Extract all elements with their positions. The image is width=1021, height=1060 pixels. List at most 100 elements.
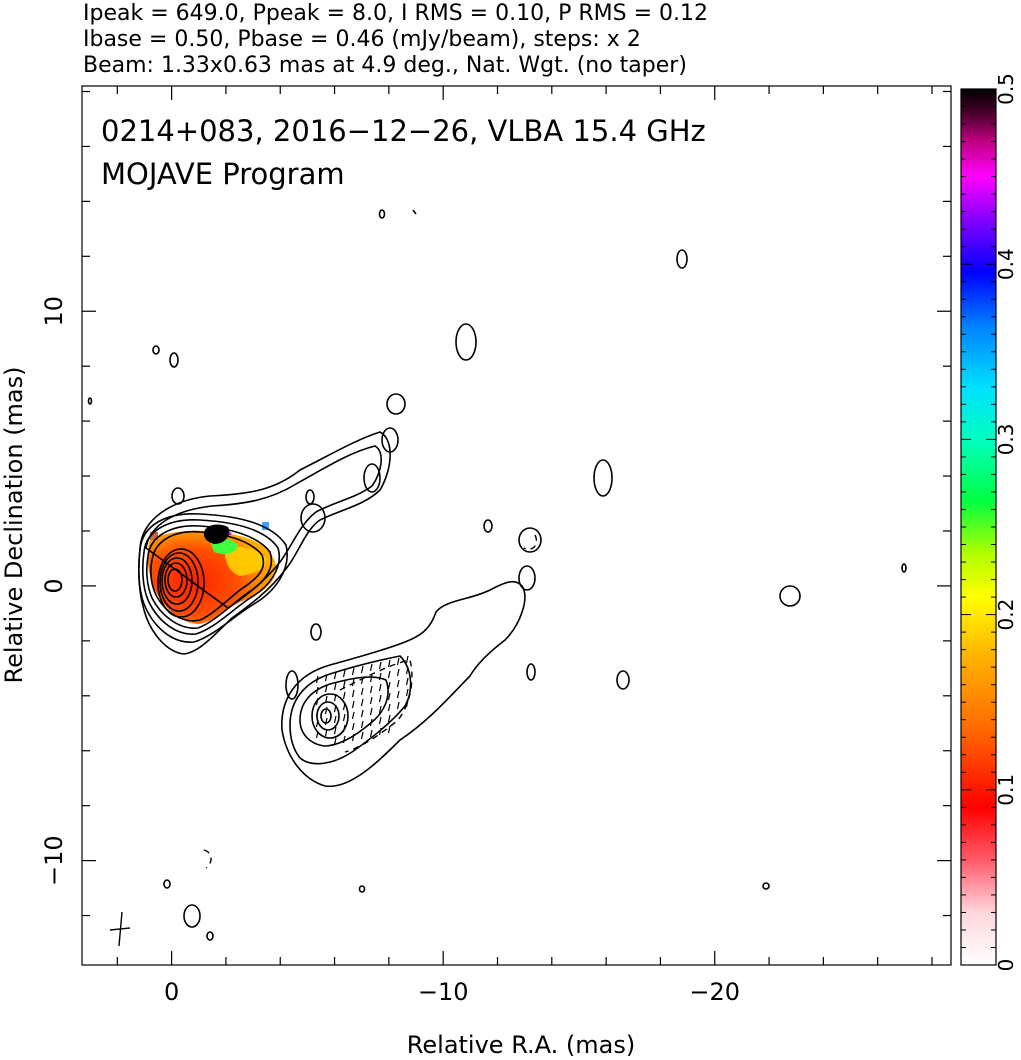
- blob-15: [163, 879, 171, 889]
- blob-14: [206, 931, 214, 941]
- core-contour-6: [150, 530, 265, 622]
- evpa-stick: [342, 702, 346, 711]
- blob-6: [483, 519, 493, 533]
- beam-marker: [109, 911, 131, 947]
- evpa-stick: [387, 703, 391, 712]
- blob-22: [285, 670, 299, 700]
- evpa-stick: [369, 707, 373, 716]
- evpa-stick: [315, 730, 319, 739]
- evpa-stick: [315, 675, 319, 684]
- colorbar: [960, 88, 997, 966]
- evpa-stick: [342, 691, 346, 700]
- evpa-stick: [333, 737, 337, 746]
- evpa-stick: [387, 692, 391, 701]
- evpa-stick: [333, 726, 337, 735]
- y-tick-label: 0: [40, 578, 68, 593]
- evpa-stick: [396, 668, 400, 677]
- evpa-stick: [324, 706, 328, 715]
- evpa-stick: [351, 667, 355, 676]
- evpa-stick: [369, 729, 373, 738]
- evpa-stick: [396, 701, 400, 710]
- evpa-stick: [378, 705, 382, 714]
- evpa-stick: [369, 696, 373, 705]
- header-line-1: Ipeak = 649.0, Ppeak = 8.0, I RMS = 0.10…: [83, 1, 708, 26]
- evpa-stick: [378, 672, 382, 681]
- evpa-stick: [396, 679, 400, 688]
- jet-contour-outer: [138, 431, 391, 655]
- evpa-stick: [387, 714, 391, 723]
- evpa-stick: [324, 717, 328, 726]
- evpa-stick: [378, 683, 382, 692]
- blob-8: [779, 585, 801, 607]
- jet-knot-1: [363, 463, 381, 493]
- pol-patch-yellow: [224, 546, 267, 576]
- jet-knot-5: [305, 489, 315, 505]
- blob-21: [526, 663, 536, 681]
- beam-minor-axis: [109, 927, 131, 931]
- neg-contour-2: [339, 659, 413, 753]
- evpa-stick: [387, 725, 391, 734]
- blob-12: [310, 623, 322, 641]
- evpa-stick: [324, 684, 328, 693]
- evpa-stick: [387, 659, 391, 668]
- map-content: [87, 209, 907, 947]
- plot-subtitle: MOJAVE Program: [101, 157, 345, 191]
- colorbar-ticks: [961, 88, 996, 966]
- intensity-contours: [87, 209, 907, 941]
- blob-3: [676, 249, 688, 269]
- blob-9: [171, 487, 185, 505]
- x-tick-label: −10: [418, 978, 469, 1006]
- blob-18: [762, 882, 770, 890]
- blob-10: [169, 352, 179, 368]
- blob-7: [616, 670, 630, 690]
- evpa-stick: [369, 674, 373, 683]
- evpa-stick: [378, 716, 382, 725]
- header-line-3: Beam: 1.33x0.63 mas at 4.9 deg., Nat. Wg…: [83, 53, 687, 78]
- blob-19: [358, 885, 366, 893]
- evpa-stick: [342, 669, 346, 678]
- neg-contour-3: [523, 534, 538, 550]
- evpa-stick: [351, 722, 355, 731]
- evpa-stick: [333, 715, 337, 724]
- evpa-stick: [333, 682, 337, 691]
- colorbar-tick-label: 0: [994, 959, 1018, 972]
- x-axis-label: Relative R.A. (mas): [407, 1031, 635, 1059]
- y-axis-label: Relative Declination (mas): [0, 366, 28, 683]
- axis-ticks: [82, 86, 951, 965]
- evpa-stick: [405, 688, 409, 697]
- evpa-stick: [333, 704, 337, 713]
- evpa-stick: [351, 689, 355, 698]
- evpa-stick: [360, 720, 364, 729]
- evpa-stick: [351, 733, 355, 742]
- y-tick-label: 10: [40, 296, 68, 327]
- evpa-stick: [378, 661, 382, 670]
- jet-knot-3: [386, 393, 406, 415]
- evpa-stick: [360, 676, 364, 685]
- negative-contours: [203, 534, 538, 869]
- y-tick-label: −10: [40, 835, 68, 886]
- evpa-stick: [315, 697, 319, 706]
- evpa-stick: [387, 681, 391, 690]
- colorbar-tick-label: 0.1: [994, 774, 1018, 806]
- evpa-stick: [351, 711, 355, 720]
- axis-tick-labels: 0 −10 −20 −10 0 10: [40, 296, 740, 1006]
- evpa-stick: [396, 657, 400, 666]
- evpa-stick: [324, 673, 328, 682]
- blob-11: [152, 345, 160, 355]
- colorbar-tick-label: 0.4: [994, 248, 1018, 280]
- x-tick-label: −20: [689, 978, 740, 1006]
- evpa-stick: [333, 693, 337, 702]
- pol-patch-edge-2: [262, 522, 269, 530]
- secondary-contour-outer: [281, 580, 526, 788]
- jet-knot-4: [300, 503, 326, 533]
- core-contour-5: [157, 548, 205, 618]
- core-contour-7: [146, 525, 273, 629]
- evpa-stick: [342, 713, 346, 722]
- header-line-2: Ibase = 0.50, Pbase = 0.46 (mJy/beam), s…: [83, 27, 641, 52]
- colorbar-tick-label: 0.3: [994, 423, 1018, 455]
- plot-title: 0214+083, 2016−12−26, VLBA 15.4 GHz: [101, 114, 706, 148]
- evpa-stick: [360, 698, 364, 707]
- evpa-stick: [315, 708, 319, 717]
- evpa-stick: [360, 709, 364, 718]
